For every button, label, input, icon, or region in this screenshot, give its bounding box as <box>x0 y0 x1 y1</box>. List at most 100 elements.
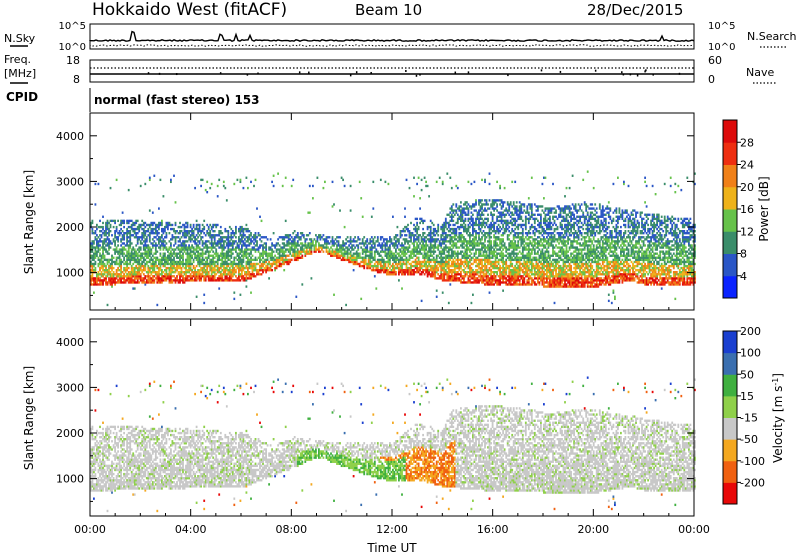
power-cell <box>159 238 162 241</box>
power-cell <box>227 258 230 262</box>
power-cell <box>435 256 438 259</box>
power-cell <box>446 256 449 259</box>
power-cell <box>278 260 281 264</box>
power-cell <box>453 232 456 235</box>
power-cell <box>94 256 97 259</box>
power-cell <box>248 234 251 237</box>
power-cell <box>502 266 505 270</box>
power-cell <box>224 258 227 262</box>
power-cell <box>230 273 233 276</box>
power-cell <box>426 269 429 272</box>
power-cell <box>179 271 181 274</box>
power-cell <box>111 262 113 266</box>
power-cell <box>482 230 485 233</box>
power-cell <box>176 279 178 282</box>
power-cell <box>120 275 123 278</box>
power-cell <box>274 260 277 264</box>
power-cell <box>379 266 382 270</box>
power-cell <box>222 271 225 274</box>
power-cell <box>253 248 255 251</box>
power-cell <box>108 221 110 225</box>
power-cell <box>299 252 302 255</box>
power-cell <box>472 205 474 208</box>
power-cell <box>467 246 470 249</box>
power-cell <box>382 266 385 270</box>
power-cell <box>165 271 168 274</box>
power-cell <box>263 242 266 245</box>
power-cell <box>482 246 485 249</box>
power-cell <box>156 230 159 233</box>
power-cell <box>308 246 311 249</box>
power-cell <box>441 269 444 272</box>
power-cell <box>351 246 354 249</box>
power-cell <box>422 238 425 241</box>
power-cell <box>484 273 486 276</box>
power-cell <box>192 266 195 270</box>
power-cell <box>207 252 210 255</box>
power-cell <box>97 258 100 262</box>
power-cell <box>244 248 246 251</box>
power-cell <box>514 205 517 208</box>
power-cell <box>99 279 101 282</box>
power-cell <box>342 258 345 262</box>
power-cell <box>197 258 200 262</box>
power-cell <box>443 264 446 268</box>
power-cell <box>133 221 136 225</box>
power-cell <box>221 252 224 255</box>
power-cell <box>500 271 503 274</box>
noise-right-tick-bottom: 10^0 <box>708 42 735 53</box>
power-cell <box>497 215 500 218</box>
power-cell <box>161 244 163 247</box>
power-cell <box>479 199 482 202</box>
power-cell <box>396 225 399 229</box>
power-cell <box>108 227 110 231</box>
power-cell <box>481 238 483 241</box>
power-cell <box>102 250 104 253</box>
power-cell <box>481 211 483 214</box>
power-cell <box>174 240 177 243</box>
power-cell <box>200 238 203 241</box>
power-cell <box>290 244 293 247</box>
power-cell <box>392 262 394 266</box>
power-cell <box>144 230 147 233</box>
power-cell <box>176 230 178 233</box>
power-cell <box>396 234 399 237</box>
power-cell <box>182 258 184 262</box>
power-cell <box>284 234 287 237</box>
power-cell <box>216 279 219 282</box>
power-cell <box>126 238 129 241</box>
power-cell <box>503 221 506 225</box>
power-cell <box>414 262 417 266</box>
power-cell <box>396 252 399 255</box>
power-cell <box>481 262 483 266</box>
power-cell <box>310 250 313 253</box>
power-cell <box>263 269 266 272</box>
power-cell <box>393 271 396 274</box>
power-cell <box>256 269 258 272</box>
power-cell <box>372 240 375 243</box>
power-cell <box>472 271 474 274</box>
power-cell <box>277 172 280 175</box>
power-cell <box>357 238 360 241</box>
power-cell <box>419 217 422 221</box>
power-cell <box>290 258 293 262</box>
power-cell <box>497 279 500 282</box>
power-cell <box>126 277 129 280</box>
power-cell <box>452 246 455 249</box>
power-cell <box>144 221 147 225</box>
power-cell <box>103 230 106 233</box>
power-cell <box>411 256 414 259</box>
power-cell <box>517 279 520 282</box>
power-cell <box>449 264 452 268</box>
power-cell <box>136 248 139 251</box>
power-cell <box>434 238 437 241</box>
power-cell <box>369 250 372 253</box>
power-cell <box>512 281 515 284</box>
power-cell <box>322 246 325 249</box>
power-cell <box>467 277 470 280</box>
power-cell <box>484 240 486 243</box>
power-cell <box>174 271 177 274</box>
power-cell <box>315 250 317 253</box>
power-cell <box>197 277 200 280</box>
power-cell <box>405 240 408 243</box>
